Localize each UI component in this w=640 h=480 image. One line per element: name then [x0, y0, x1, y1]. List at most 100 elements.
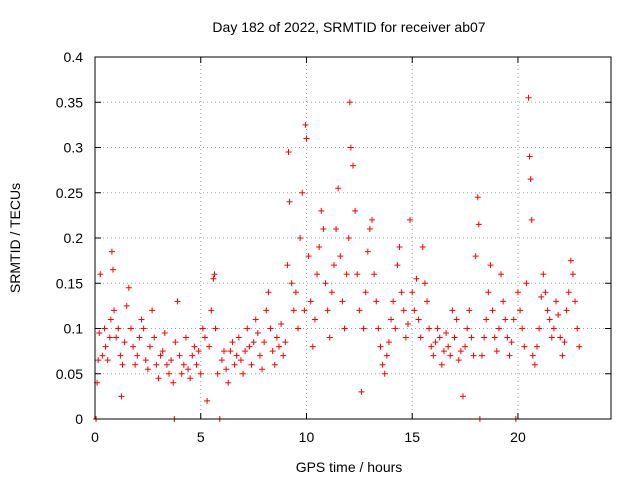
data-point	[390, 298, 397, 305]
data-point	[440, 348, 447, 355]
data-point	[510, 316, 517, 323]
data-point	[292, 289, 299, 296]
data-point	[225, 379, 232, 386]
data-point	[174, 298, 181, 305]
data-point	[333, 225, 340, 232]
data-point	[267, 325, 274, 332]
grid-lines	[95, 57, 611, 419]
data-point	[155, 375, 162, 382]
data-point	[206, 343, 213, 350]
data-point	[404, 320, 411, 327]
data-point	[540, 271, 547, 278]
data-point	[346, 99, 353, 106]
data-point	[479, 352, 485, 359]
data-point	[383, 352, 390, 359]
data-point	[345, 235, 352, 241]
data-point	[517, 307, 524, 314]
data-point	[309, 343, 316, 350]
data-point	[538, 293, 545, 300]
data-point	[451, 334, 458, 341]
data-point	[233, 352, 240, 359]
data-point	[449, 307, 456, 314]
data-point	[536, 325, 543, 332]
data-point	[576, 343, 583, 350]
data-point	[252, 316, 259, 323]
data-point	[553, 298, 560, 305]
data-point	[330, 262, 337, 269]
data-point	[303, 135, 310, 142]
data-point	[546, 316, 553, 323]
data-point	[502, 316, 509, 323]
data-point	[369, 216, 376, 223]
data-point	[347, 144, 354, 151]
data-point	[161, 330, 168, 337]
data-point	[106, 334, 113, 341]
data-point	[495, 325, 502, 332]
data-point	[485, 289, 492, 296]
data-point	[377, 343, 384, 350]
data-point	[392, 325, 399, 332]
data-point	[180, 361, 187, 368]
data-point	[197, 370, 204, 377]
data-point	[525, 94, 532, 101]
data-point	[557, 334, 564, 341]
data-point	[402, 334, 409, 341]
data-point	[265, 289, 272, 296]
data-point	[523, 280, 530, 287]
data-point	[227, 348, 234, 355]
data-point	[354, 271, 361, 278]
data-point	[373, 298, 380, 305]
data-point	[187, 375, 194, 382]
data-point	[335, 185, 342, 192]
data-point	[371, 271, 378, 278]
data-point	[111, 307, 118, 314]
y-tick-label: 0.3	[64, 140, 84, 156]
data-point	[366, 225, 373, 232]
data-point	[504, 334, 511, 341]
data-point	[132, 361, 139, 368]
data-point	[396, 244, 403, 251]
x-tick-label: 5	[197, 429, 205, 445]
data-point	[189, 352, 196, 359]
data-point	[305, 253, 312, 260]
data-point	[282, 339, 289, 346]
data-point	[459, 393, 466, 400]
data-point	[182, 334, 189, 341]
data-point	[244, 325, 251, 332]
data-point	[144, 366, 151, 373]
data-point	[214, 370, 221, 377]
data-point	[242, 348, 249, 355]
data-point	[109, 266, 116, 273]
data-point	[95, 357, 102, 364]
data-point	[237, 357, 244, 364]
x-tick-label: 10	[299, 429, 315, 445]
data-point	[462, 343, 469, 350]
data-point	[271, 361, 278, 368]
data-point	[256, 352, 263, 359]
data-point	[170, 379, 177, 386]
data-point	[153, 361, 160, 368]
data-point	[151, 334, 158, 341]
data-point	[519, 325, 526, 332]
data-point	[474, 194, 481, 201]
data-point	[218, 357, 225, 364]
data-point	[528, 216, 535, 223]
y-axis-label: SRMTID / TECUs	[7, 183, 23, 293]
data-point	[527, 176, 534, 183]
data-point	[259, 366, 266, 373]
data-point	[307, 298, 314, 305]
data-point	[493, 348, 500, 355]
data-point	[400, 307, 407, 314]
data-point	[107, 316, 114, 323]
data-point	[302, 121, 309, 128]
data-point	[398, 289, 405, 296]
data-point	[221, 348, 227, 355]
data-point	[567, 257, 574, 264]
data-point	[358, 388, 365, 395]
data-point	[572, 298, 579, 305]
data-point	[211, 271, 218, 278]
data-point	[388, 316, 395, 323]
data-point	[101, 325, 108, 332]
data-point	[466, 307, 473, 314]
